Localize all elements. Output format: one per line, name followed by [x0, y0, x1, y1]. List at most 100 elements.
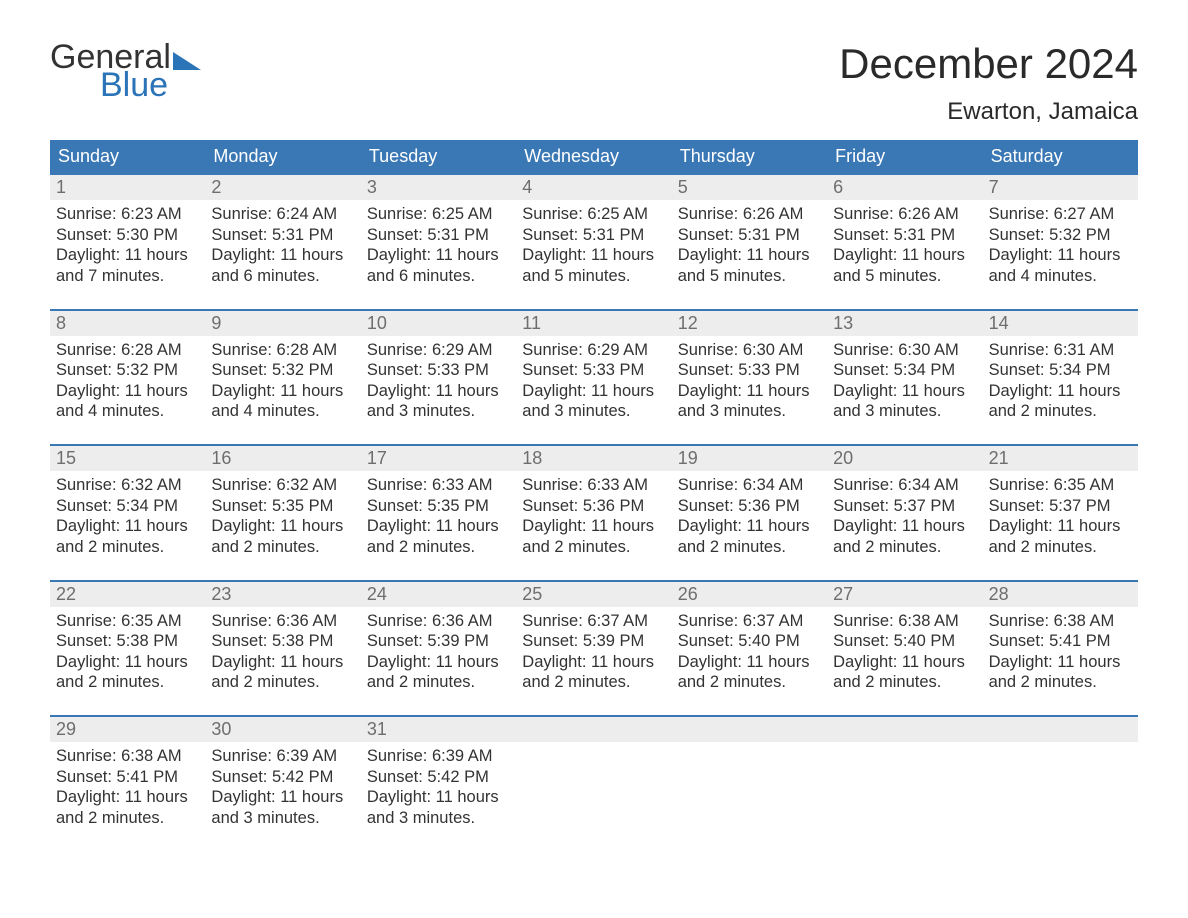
sunset-text: Sunset: 5:39 PM [367, 631, 508, 652]
sunset-text: Sunset: 5:37 PM [833, 496, 974, 517]
day-cell: Sunrise: 6:38 AMSunset: 5:40 PMDaylight:… [827, 607, 982, 716]
sunset-text: Sunset: 5:39 PM [522, 631, 663, 652]
day-cell [983, 742, 1138, 851]
sunrise-text: Sunrise: 6:24 AM [211, 204, 352, 225]
sunset-text: Sunset: 5:38 PM [56, 631, 197, 652]
daylight-text: Daylight: 11 hours [989, 381, 1130, 402]
daylight-text: and 4 minutes. [989, 266, 1130, 287]
daylight-text: Daylight: 11 hours [522, 245, 663, 266]
daylight-text: Daylight: 11 hours [56, 381, 197, 402]
daylight-text: Daylight: 11 hours [522, 516, 663, 537]
sunrise-text: Sunrise: 6:36 AM [211, 611, 352, 632]
day-number: 1 [50, 175, 205, 200]
sunrise-text: Sunrise: 6:29 AM [367, 340, 508, 361]
day-number: 29 [50, 717, 205, 742]
day-cell: Sunrise: 6:29 AMSunset: 5:33 PMDaylight:… [361, 336, 516, 445]
daylight-text: Daylight: 11 hours [522, 652, 663, 673]
daylight-text: and 5 minutes. [833, 266, 974, 287]
day-cell: Sunrise: 6:28 AMSunset: 5:32 PMDaylight:… [50, 336, 205, 445]
day-number: 8 [50, 311, 205, 336]
day-number [672, 717, 827, 742]
day-number: 16 [205, 446, 360, 471]
header: General Blue December 2024 Ewarton, Jama… [50, 40, 1138, 126]
day-number: 7 [983, 175, 1138, 200]
sunset-text: Sunset: 5:35 PM [367, 496, 508, 517]
day-number: 31 [361, 717, 516, 742]
day-number: 2 [205, 175, 360, 200]
weekday-label: Tuesday [361, 140, 516, 173]
sunset-text: Sunset: 5:31 PM [522, 225, 663, 246]
daylight-text: and 5 minutes. [678, 266, 819, 287]
sunrise-text: Sunrise: 6:28 AM [211, 340, 352, 361]
day-number: 19 [672, 446, 827, 471]
day-number: 9 [205, 311, 360, 336]
day-cell: Sunrise: 6:32 AMSunset: 5:35 PMDaylight:… [205, 471, 360, 580]
sunrise-text: Sunrise: 6:37 AM [522, 611, 663, 632]
day-cell [516, 742, 671, 851]
daylight-text: Daylight: 11 hours [522, 381, 663, 402]
daylight-text: and 6 minutes. [367, 266, 508, 287]
day-number: 4 [516, 175, 671, 200]
daylight-text: Daylight: 11 hours [833, 245, 974, 266]
day-cell: Sunrise: 6:34 AMSunset: 5:36 PMDaylight:… [672, 471, 827, 580]
sunset-text: Sunset: 5:36 PM [678, 496, 819, 517]
day-cell: Sunrise: 6:34 AMSunset: 5:37 PMDaylight:… [827, 471, 982, 580]
sunrise-text: Sunrise: 6:29 AM [522, 340, 663, 361]
daylight-text: and 2 minutes. [56, 808, 197, 829]
day-cell: Sunrise: 6:33 AMSunset: 5:35 PMDaylight:… [361, 471, 516, 580]
sunset-text: Sunset: 5:37 PM [989, 496, 1130, 517]
day-number: 3 [361, 175, 516, 200]
day-number [516, 717, 671, 742]
day-cell: Sunrise: 6:23 AMSunset: 5:30 PMDaylight:… [50, 200, 205, 309]
daylight-text: Daylight: 11 hours [833, 516, 974, 537]
weekday-label: Sunday [50, 140, 205, 173]
daylight-text: and 2 minutes. [211, 672, 352, 693]
day-cell: Sunrise: 6:27 AMSunset: 5:32 PMDaylight:… [983, 200, 1138, 309]
logo-word2: Blue [100, 68, 201, 102]
daylight-text: Daylight: 11 hours [833, 652, 974, 673]
daylight-text: Daylight: 11 hours [989, 245, 1130, 266]
location: Ewarton, Jamaica [839, 98, 1138, 126]
sunset-text: Sunset: 5:31 PM [833, 225, 974, 246]
day-cell: Sunrise: 6:30 AMSunset: 5:34 PMDaylight:… [827, 336, 982, 445]
sunrise-text: Sunrise: 6:32 AM [56, 475, 197, 496]
calendar-week: 22232425262728Sunrise: 6:35 AMSunset: 5:… [50, 580, 1138, 716]
day-cell: Sunrise: 6:31 AMSunset: 5:34 PMDaylight:… [983, 336, 1138, 445]
sunrise-text: Sunrise: 6:31 AM [989, 340, 1130, 361]
sunrise-text: Sunrise: 6:34 AM [833, 475, 974, 496]
sunset-text: Sunset: 5:33 PM [522, 360, 663, 381]
daylight-text: and 2 minutes. [522, 537, 663, 558]
day-cell [672, 742, 827, 851]
daylight-text: Daylight: 11 hours [678, 652, 819, 673]
day-number: 24 [361, 582, 516, 607]
daylight-text: Daylight: 11 hours [678, 381, 819, 402]
daylight-text: Daylight: 11 hours [678, 516, 819, 537]
day-number: 27 [827, 582, 982, 607]
weekday-label: Friday [827, 140, 982, 173]
daylight-text: and 2 minutes. [989, 672, 1130, 693]
day-cell [827, 742, 982, 851]
sunrise-text: Sunrise: 6:38 AM [989, 611, 1130, 632]
sunset-text: Sunset: 5:40 PM [833, 631, 974, 652]
daylight-text: Daylight: 11 hours [367, 245, 508, 266]
daylight-text: and 2 minutes. [678, 672, 819, 693]
daylight-text: Daylight: 11 hours [211, 381, 352, 402]
sunset-text: Sunset: 5:35 PM [211, 496, 352, 517]
daylight-text: and 2 minutes. [833, 537, 974, 558]
calendar-week: 1234567Sunrise: 6:23 AMSunset: 5:30 PMDa… [50, 173, 1138, 309]
sunrise-text: Sunrise: 6:38 AM [833, 611, 974, 632]
day-number: 17 [361, 446, 516, 471]
daynum-row: 1234567 [50, 175, 1138, 200]
day-number [983, 717, 1138, 742]
daylight-text: and 3 minutes. [678, 401, 819, 422]
day-number: 20 [827, 446, 982, 471]
daylight-text: Daylight: 11 hours [211, 652, 352, 673]
sunrise-text: Sunrise: 6:25 AM [367, 204, 508, 225]
sunrise-text: Sunrise: 6:26 AM [833, 204, 974, 225]
daylight-text: and 3 minutes. [211, 808, 352, 829]
sunset-text: Sunset: 5:38 PM [211, 631, 352, 652]
sunrise-text: Sunrise: 6:26 AM [678, 204, 819, 225]
sunset-text: Sunset: 5:31 PM [678, 225, 819, 246]
day-cell: Sunrise: 6:38 AMSunset: 5:41 PMDaylight:… [983, 607, 1138, 716]
daylight-text: Daylight: 11 hours [367, 787, 508, 808]
